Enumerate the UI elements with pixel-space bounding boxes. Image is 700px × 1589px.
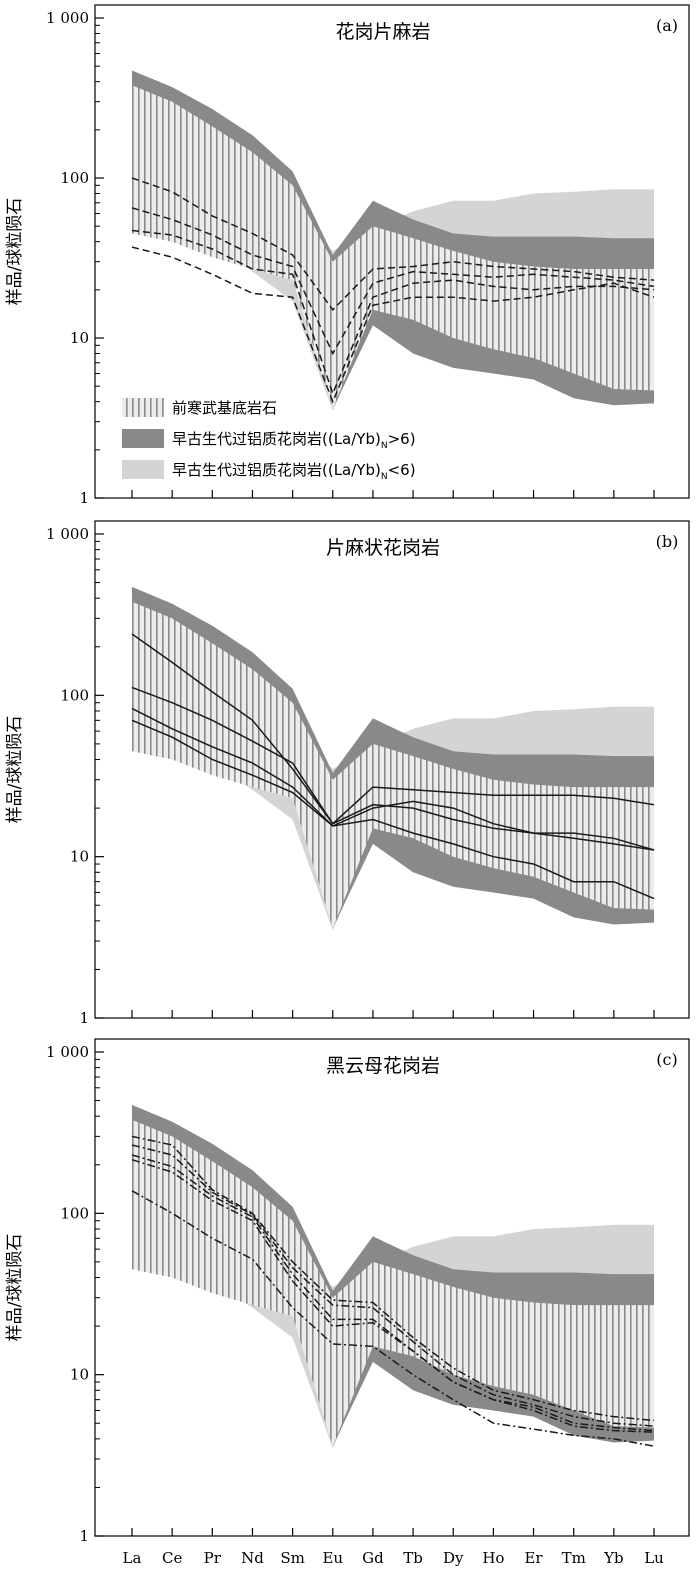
- x-axis-tick-labels: La Ce Pr Nd Sm Eu Gd Tb Dy Ho Er Tm Yb Lu: [123, 1549, 665, 1567]
- y-tick-label: 1: [79, 489, 89, 507]
- field-precambrian-basement: [132, 601, 654, 929]
- panel-c: 1 10 100 1 000 黑云母花岗岩 (c) 样品/球粒陨石: [5, 1038, 690, 1545]
- field-precambrian-basement: [132, 85, 654, 409]
- field-precambrian-basement: [132, 1119, 654, 1447]
- panel-title: 黑云母花岗岩: [326, 1055, 440, 1077]
- y-axis-label: 样品/球粒陨石: [5, 716, 25, 824]
- sample-series: [131, 633, 655, 900]
- x-tick-label: Tm: [562, 1549, 586, 1567]
- y-tick-label: 1: [79, 1527, 89, 1545]
- x-tick-label: Ce: [162, 1549, 182, 1567]
- plot-frame: [94, 4, 690, 499]
- x-tick-label: Eu: [322, 1549, 343, 1567]
- x-tick-label: Yb: [603, 1549, 624, 1567]
- y-tick-label: 1 000: [46, 9, 89, 27]
- legend-entry: 早古生代过铝质花岗岩((La/Yb)N>6): [172, 430, 416, 451]
- sample-line-2: [131, 207, 655, 356]
- sample-line-1: [131, 633, 655, 825]
- plot-frame: [94, 520, 690, 1019]
- panel-title: 片麻状花岗岩: [326, 537, 440, 559]
- panel-label: (c): [656, 1050, 677, 1069]
- x-tick-label: Nd: [241, 1549, 264, 1567]
- y-axis-label: 样品/球粒陨石: [5, 198, 25, 306]
- y-tick-label: 1 000: [46, 1043, 89, 1061]
- sample-line-5: [131, 1190, 655, 1447]
- sample-line-1: [131, 177, 655, 311]
- x-tick-label: Pr: [204, 1549, 222, 1567]
- x-tick-label: Er: [524, 1549, 543, 1567]
- y-tick-label: 10: [70, 848, 89, 866]
- plot-frame: [94, 1038, 690, 1537]
- panel-title: 花岗片麻岩: [335, 21, 430, 43]
- panel-b: 1 10 100 1 000 片麻状花岗岩 (b) 样品/球粒陨石: [5, 520, 690, 1027]
- x-tick-label: Ho: [482, 1549, 504, 1567]
- x-tick-label: Sm: [280, 1549, 305, 1567]
- y-tick-label: 100: [60, 1204, 89, 1222]
- legend-swatch-early-paleozoic-high: [122, 429, 164, 448]
- panel-label: (b): [656, 532, 679, 551]
- axes: 1 10 100 1 000: [46, 4, 690, 507]
- sample-line-3: [131, 707, 655, 851]
- legend-entry: 早古生代过铝质花岗岩((La/Yb)N<6): [172, 461, 416, 482]
- y-tick-label: 10: [70, 329, 89, 347]
- sample-series: [131, 177, 655, 404]
- sample-line-4: [131, 246, 655, 404]
- y-tick-label: 100: [60, 169, 89, 187]
- sample-line-2: [131, 686, 655, 851]
- y-tick-label: 1: [79, 1009, 89, 1027]
- sample-line-4: [131, 1158, 655, 1433]
- panel-label: (a): [656, 16, 678, 35]
- sample-line-3: [131, 1154, 655, 1432]
- x-tick-label: Dy: [443, 1549, 464, 1567]
- x-tick-label: La: [123, 1549, 142, 1567]
- y-tick-label: 10: [70, 1366, 89, 1384]
- axes: 1 10 100 1 000: [46, 520, 690, 1027]
- axes: 1 10 100 1 000: [46, 1038, 690, 1545]
- sample-series: [131, 1135, 655, 1447]
- sample-line-4: [131, 719, 655, 900]
- y-tick-label: 100: [60, 686, 89, 704]
- y-axis-label: 样品/球粒陨石: [5, 1234, 25, 1342]
- legend-swatch-early-paleozoic-low: [122, 460, 164, 479]
- reference-fields: [132, 1104, 654, 1449]
- x-tick-label: Gd: [362, 1549, 384, 1567]
- sample-line-3: [131, 229, 655, 396]
- sample-line-1: [131, 1135, 655, 1422]
- y-tick-label: 1 000: [46, 525, 89, 543]
- reference-fields: [132, 70, 654, 411]
- sample-line-2: [131, 1144, 655, 1427]
- x-tick-label: Tb: [403, 1549, 423, 1567]
- legend-entry: 前寒武基底岩石: [172, 399, 277, 417]
- reference-fields: [132, 586, 654, 931]
- legend-swatch-precambrian-basement: [122, 398, 164, 417]
- x-tick-label: Lu: [644, 1549, 664, 1567]
- panel-a: 1 10 100 1 000 花岗片麻岩 (a) 样品/球粒陨石 前寒武基底岩石早古生…: [5, 4, 690, 507]
